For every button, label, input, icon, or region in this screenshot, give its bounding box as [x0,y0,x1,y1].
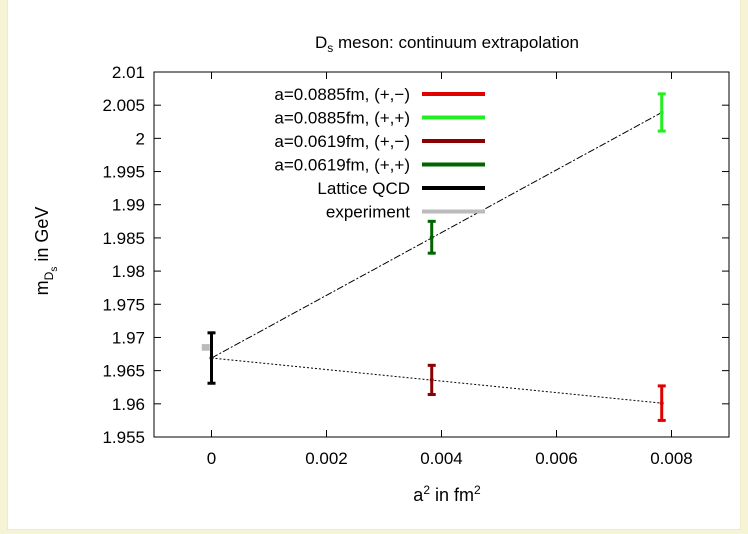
legend-marker [451,115,455,120]
y-axis-label: mDs in GeV [32,207,60,296]
legend-label: a=0.0619fm, (+,+) [274,156,410,175]
point-marker [429,377,434,382]
legend-label: Lattice QCD [317,179,410,198]
plot-area: 1.955 1.96 1.965 1.97 1.975 1.98 1.985 1.99 1.99… [102,63,730,468]
legend-marker [451,139,455,143]
chart-frame: Ds meson: continuum extrapolation a2 in … [8,0,740,529]
y-tick-label: 1.995 [102,163,145,182]
plot-border [153,71,730,438]
legend-label: experiment [326,203,410,222]
legend-label: a=0.0619fm, (+,−) [274,132,410,151]
y-tick-label: 2.01 [112,63,145,82]
chart: Ds meson: continuum extrapolation a2 in … [32,33,730,505]
y-tick-label: 2 [136,129,145,148]
y-tick-label: 1.99 [112,196,145,215]
data-point [657,92,666,133]
legend-marker [451,92,455,96]
x-axis-label: a2 in fm2 [413,483,481,505]
x-tick-label: 0.002 [305,449,348,468]
legend-marker [451,186,455,190]
y-tick-label: 1.985 [102,229,145,248]
legend: a=0.0885fm, (+,−) a=0.0885fm, (+,+) a=0.06… [274,85,485,222]
x-tick-label: 0 [207,449,216,468]
legend-label: a=0.0885fm, (+,−) [274,85,410,104]
data-point [427,363,436,397]
chart-title: Ds meson: continuum extrapolation [315,33,579,55]
x-tick-label: 0.004 [420,449,463,468]
y-tick-label: 1.955 [102,428,145,447]
y-tick-label: 1.975 [102,295,145,314]
point-marker [659,401,664,406]
data-point [207,331,216,385]
y-tick-label: 1.98 [112,262,145,281]
y-tick-label: 1.97 [112,328,145,347]
legend-label: a=0.0885fm, (+,+) [274,109,410,128]
legend-marker [451,162,455,167]
y-tick-label: 1.96 [112,395,145,414]
data-point [201,344,210,351]
point-marker [659,110,664,115]
point-marker [209,356,214,361]
x-tick-label: 0.008 [650,449,693,468]
fit-line [211,112,662,359]
y-tick-label: 2.005 [102,96,145,115]
legend-marker [451,209,455,214]
data-point [427,219,436,255]
x-tick-label: 0.006 [535,449,578,468]
fit-line [211,357,662,404]
experiment-band [201,344,210,351]
data-point [657,384,666,422]
y-tick-label: 1.965 [102,362,145,381]
point-marker [429,235,434,240]
